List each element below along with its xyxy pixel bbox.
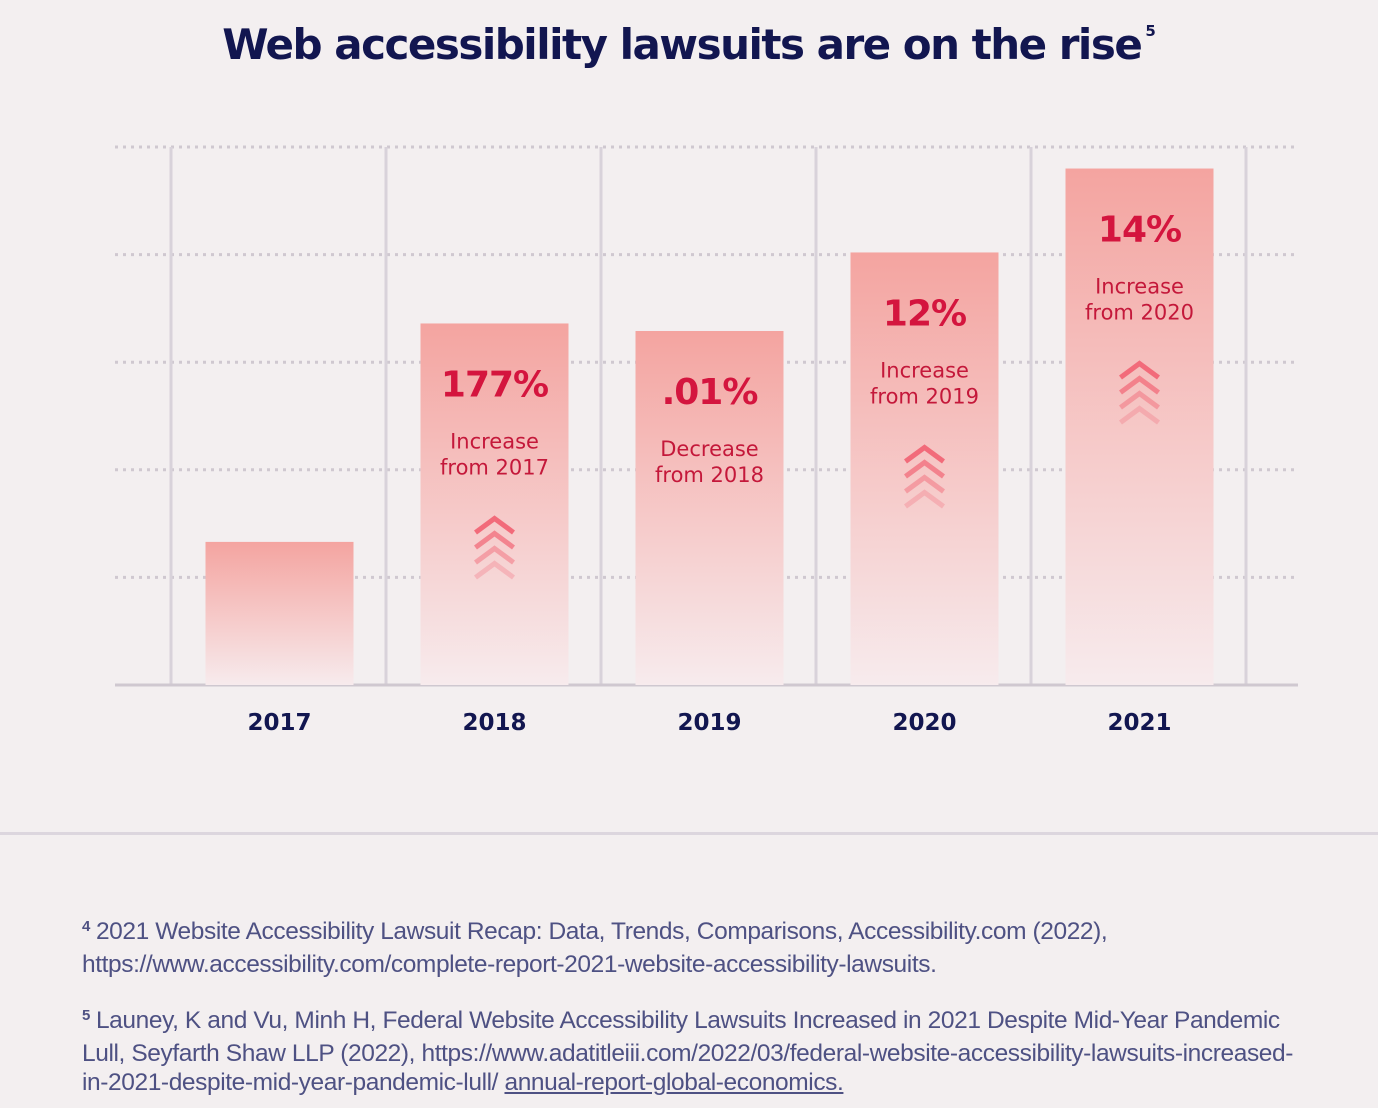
chevron: [474, 560, 515, 580]
footnote-text: 2021 Website Accessibility Lawsuit Recap…: [82, 918, 1108, 978]
footnote-text: Launey, K and Vu, Minh H, Federal Websit…: [82, 1007, 1294, 1096]
chevron: [1119, 390, 1160, 410]
chevrons-up-icon: [904, 444, 945, 509]
footnote-5: 5 Launey, K and Vu, Minh H, Federal Websi…: [82, 1006, 1312, 1098]
chevron: [474, 515, 515, 535]
divider: [0, 832, 1378, 835]
x-tick-label-2020: 2020: [892, 710, 956, 736]
bar-2017: [205, 541, 354, 685]
footnote-marker: 4: [82, 918, 90, 935]
data-label-2019: .01%: [662, 372, 758, 413]
data-label-2018: 177%: [441, 364, 548, 405]
data-label-2021: 14%: [1098, 210, 1181, 251]
chevron: [474, 545, 515, 565]
x-tick-label-2017: 2017: [247, 710, 311, 736]
change-label-line1-2019: Decrease: [660, 437, 758, 461]
change-label-line1-2020: Increase: [880, 358, 969, 382]
page-title: Web accessibility lawsuits are on the ri…: [222, 20, 1156, 69]
chevron: [1119, 405, 1160, 425]
chevron: [1119, 360, 1160, 380]
change-label-line2-2018: from 2017: [440, 455, 549, 479]
change-label-line1-2021: Increase: [1095, 275, 1184, 299]
bars: [205, 168, 1214, 685]
chevron: [1119, 375, 1160, 395]
bar-2018: [420, 323, 569, 685]
x-tick-label-2018: 2018: [462, 710, 526, 736]
x-tick-label-2019: 2019: [677, 710, 741, 736]
chevron: [904, 444, 945, 464]
change-label-line1-2018: Increase: [450, 429, 539, 453]
x-tick-labels: 2017 2018 2019 2020 2021: [247, 710, 1171, 736]
x-tick-label-2021: 2021: [1107, 710, 1171, 736]
chevrons-up-icon: [474, 515, 515, 580]
data-label-2020: 12%: [883, 293, 966, 334]
title-footnote-ref[interactable]: 5: [1145, 22, 1156, 40]
change-label-line2-2020: from 2019: [870, 384, 979, 408]
chevron: [904, 474, 945, 494]
change-label-line2-2019: from 2018: [655, 463, 764, 487]
chevron: [474, 530, 515, 550]
change-label-line2-2021: from 2020: [1085, 301, 1194, 325]
bar-2021: [1065, 168, 1214, 685]
footnote-marker: 5: [82, 1007, 90, 1024]
chevrons-up-icon: [1119, 360, 1160, 425]
footnote-link[interactable]: annual-report-global-economics.: [504, 1069, 844, 1096]
footnote-4: 4 2021 Website Accessibility Lawsuit Reca…: [82, 917, 1312, 979]
chevron: [904, 459, 945, 479]
bar-2019: [635, 330, 784, 685]
chevron: [904, 489, 945, 509]
bar-2020: [850, 252, 999, 685]
